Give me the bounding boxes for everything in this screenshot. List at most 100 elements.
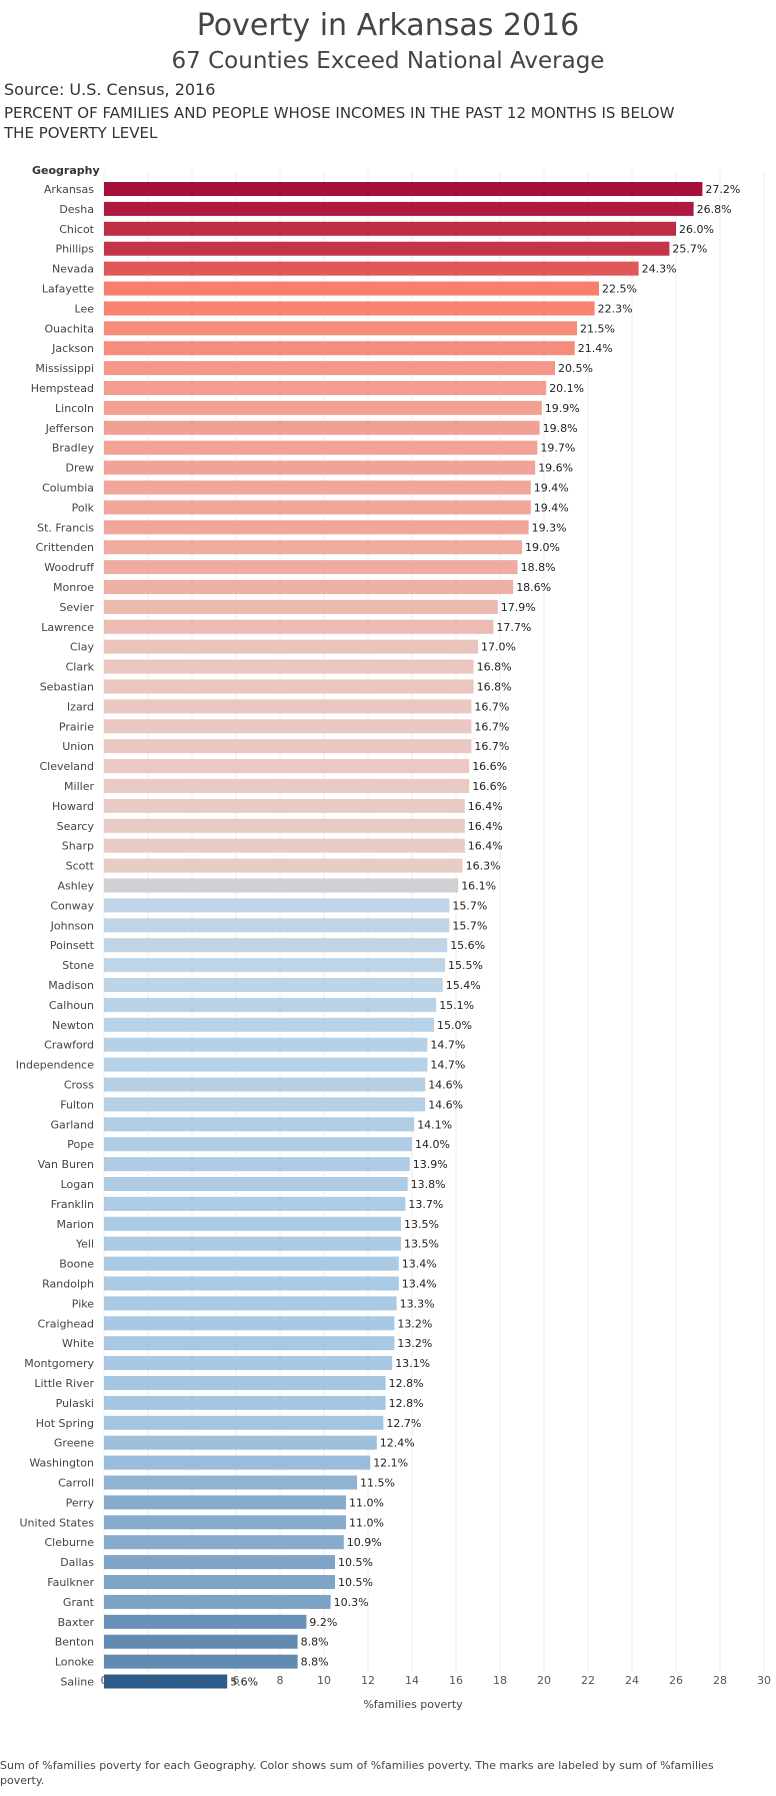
bar (104, 1157, 410, 1172)
data-label: 14.6% (428, 1079, 463, 1092)
bar (104, 1037, 428, 1052)
chart-description: PERCENT OF FAMILIES AND PEOPLE WHOSE INC… (4, 104, 675, 142)
category-label: Franklin (51, 1198, 94, 1211)
category-label: Little River (34, 1377, 94, 1390)
category-label: Jefferson (45, 422, 94, 435)
data-label: 10.9% (347, 1536, 382, 1549)
category-label: Cleveland (39, 760, 94, 773)
category-label: Drew (65, 462, 94, 475)
data-label: 16.4% (468, 840, 503, 853)
category-label: Greene (54, 1437, 94, 1450)
data-label: 16.8% (477, 681, 512, 694)
data-label: 19.8% (543, 422, 578, 435)
data-label: 13.4% (402, 1278, 437, 1291)
bar (104, 1674, 228, 1689)
bar (104, 261, 639, 276)
data-label: 13.5% (404, 1238, 439, 1251)
data-label: 19.4% (534, 501, 569, 514)
bar (104, 1017, 434, 1032)
bar (104, 679, 474, 694)
bar (104, 1376, 386, 1390)
category-label: Mississippi (35, 362, 94, 375)
data-label: 5.6% (230, 1676, 258, 1689)
bar (104, 1455, 371, 1470)
data-label: 15.0% (437, 1019, 472, 1032)
data-label: 13.5% (404, 1218, 439, 1231)
data-label: 9.2% (309, 1616, 337, 1629)
category-label: Poinsett (50, 939, 95, 952)
data-label: 15.1% (439, 999, 474, 1012)
category-label: Howard (52, 800, 94, 813)
bar (104, 1575, 335, 1589)
bar (104, 1196, 406, 1211)
bar (104, 1475, 357, 1490)
x-tick-label: 30 (757, 1674, 771, 1687)
category-label: Newton (52, 1019, 94, 1032)
bar (104, 739, 472, 754)
bar (104, 1336, 395, 1351)
bar (104, 321, 577, 336)
x-tick-label: 10 (317, 1674, 331, 1687)
bar (104, 699, 472, 714)
bar (104, 599, 498, 614)
data-label: 19.6% (538, 462, 573, 475)
bar (104, 1634, 298, 1649)
chart-subtitle: 67 Counties Exceed National Average (171, 48, 605, 74)
category-label: Marion (56, 1218, 94, 1231)
data-label: 8.8% (301, 1656, 329, 1669)
category-label: Polk (72, 501, 95, 514)
x-tick-label: 16 (449, 1674, 463, 1687)
bar (104, 400, 542, 415)
data-label: 10.5% (338, 1556, 373, 1569)
bar (104, 1495, 346, 1510)
row-header: Geography (32, 164, 100, 177)
category-label: Madison (48, 979, 94, 992)
bar (104, 818, 465, 833)
category-label: Crawford (44, 1039, 94, 1052)
bar (104, 1395, 386, 1410)
category-label: Lincoln (55, 402, 94, 415)
bar (104, 201, 694, 216)
category-label: Lonoke (55, 1656, 94, 1669)
bar (104, 1117, 415, 1132)
data-label: 13.2% (397, 1317, 432, 1330)
category-label: Izard (67, 700, 94, 713)
data-label: 26.8% (697, 203, 732, 216)
bar (104, 978, 443, 992)
bar (104, 719, 472, 734)
category-label: Fulton (60, 1098, 94, 1111)
bar (104, 1236, 401, 1251)
bar (104, 1555, 335, 1570)
chart-title: Poverty in Arkansas 2016 (196, 8, 580, 43)
bar (104, 1137, 412, 1152)
category-label: Columbia (42, 482, 94, 495)
category-label: Baxter (58, 1616, 95, 1629)
x-tick-label: 18 (493, 1674, 507, 1687)
bar (104, 1276, 399, 1291)
x-tick-label: 12 (361, 1674, 375, 1687)
data-label: 12.4% (380, 1437, 415, 1450)
category-label: Woodruff (44, 561, 94, 574)
data-label: 19.4% (534, 482, 569, 495)
bar (104, 798, 465, 813)
data-label: 12.7% (386, 1417, 421, 1430)
bar (104, 1057, 428, 1072)
data-label: 16.7% (474, 720, 509, 733)
category-label: Perry (66, 1496, 95, 1509)
bar (104, 1356, 393, 1371)
category-label: Ouachita (45, 322, 95, 335)
bar (104, 838, 465, 853)
x-tick-label: 14 (405, 1674, 419, 1687)
x-tick-label: 22 (581, 1674, 595, 1687)
category-label: Lawrence (41, 621, 94, 634)
category-label: Monroe (53, 581, 94, 594)
data-label: 16.4% (468, 820, 503, 833)
category-label: Garland (50, 1118, 94, 1131)
bar (104, 1077, 426, 1092)
category-label: Dallas (60, 1556, 94, 1569)
data-label: 19.7% (540, 442, 575, 455)
bar (104, 1435, 377, 1450)
bar (104, 1256, 399, 1271)
data-label: 13.3% (400, 1297, 435, 1310)
bar (104, 1515, 346, 1530)
